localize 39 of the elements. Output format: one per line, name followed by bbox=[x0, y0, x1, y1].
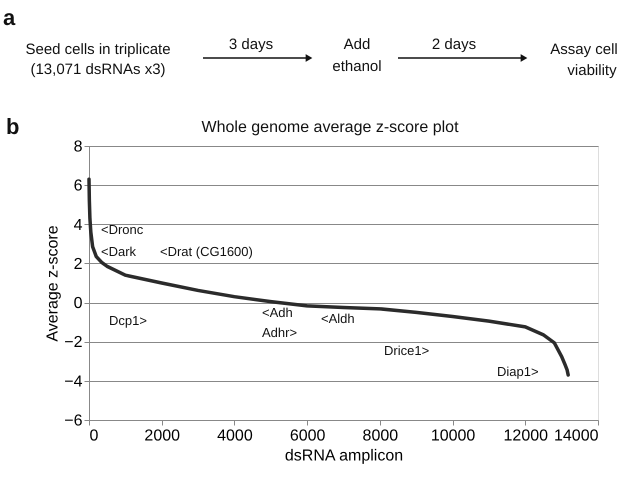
line-series bbox=[87, 178, 570, 377]
text: viability bbox=[567, 62, 618, 79]
y-tick-label: 0 bbox=[74, 295, 83, 312]
x-tick-label: 4000 bbox=[217, 428, 253, 444]
text: Assay cell bbox=[550, 41, 618, 58]
annotation: <Adh bbox=[262, 305, 293, 320]
text: a bbox=[3, 5, 16, 30]
x-tick-label: 6000 bbox=[290, 428, 326, 444]
x-tick-label: 8000 bbox=[362, 428, 398, 444]
annotation: Diap1> bbox=[497, 364, 539, 379]
chart-title: Whole genome average z-score plot bbox=[201, 119, 460, 136]
y-tick-label: 2 bbox=[74, 256, 83, 273]
y-tick-label: 8 bbox=[74, 138, 83, 156]
x-axis-title: dsRNA amplicon bbox=[284, 448, 404, 464]
annotation: <Dronc bbox=[101, 222, 144, 237]
text: 2 days bbox=[432, 36, 476, 53]
text: b bbox=[6, 114, 20, 139]
annotation: <Drat (CG1600) bbox=[160, 244, 253, 259]
text: Add bbox=[344, 36, 370, 53]
annotation: <Dark bbox=[101, 244, 137, 259]
x-tick-label: 10000 bbox=[430, 428, 476, 444]
text: Seed cells in triplicate bbox=[25, 41, 171, 58]
annotation: Dcp1> bbox=[109, 313, 147, 328]
y-axis-title: Average z-score bbox=[44, 225, 62, 342]
x-tick-label: 2000 bbox=[144, 428, 180, 444]
y-tick-label: −2 bbox=[64, 334, 83, 352]
y-tick-label: −4 bbox=[64, 373, 83, 390]
annotation: Adhr> bbox=[262, 325, 298, 340]
y-tick-label: 6 bbox=[74, 178, 83, 195]
text: 3 days bbox=[228, 36, 274, 53]
y-tick-label: −6 bbox=[64, 412, 83, 430]
x-tick-label: 14000 bbox=[554, 428, 599, 444]
annotation: Drice1> bbox=[384, 343, 430, 358]
text: (13,071 dsRNAs x3) bbox=[30, 61, 166, 78]
annotation: <Aldh bbox=[321, 311, 355, 326]
x-tick-label: 0 bbox=[90, 428, 98, 444]
x-tick-label: 12000 bbox=[504, 428, 548, 444]
y-tick-label: 4 bbox=[74, 216, 83, 234]
text: ethanol bbox=[332, 58, 382, 75]
